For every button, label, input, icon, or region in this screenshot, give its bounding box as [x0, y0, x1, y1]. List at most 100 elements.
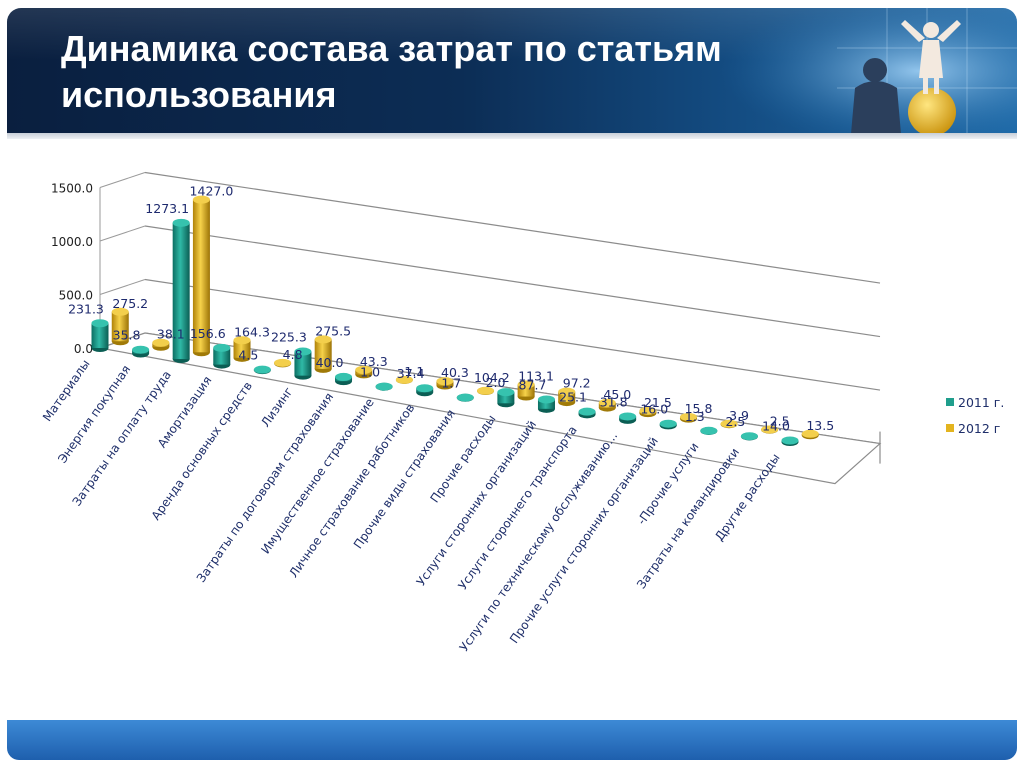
bar-top [253, 365, 271, 374]
data-label: 15.8 [685, 401, 713, 416]
bar [517, 380, 535, 401]
data-label: 16.0 [640, 402, 668, 417]
bar-body [558, 391, 576, 403]
data-label: 3.9 [729, 408, 749, 423]
title-divider [7, 133, 1017, 139]
bar [152, 338, 170, 351]
data-label: 25.1 [559, 390, 587, 405]
data-label: 13.5 [806, 418, 834, 433]
bar [416, 384, 434, 397]
bar-top [619, 412, 637, 421]
data-label: 31.8 [600, 394, 628, 409]
bar-top [598, 398, 616, 407]
bar-top [416, 384, 434, 393]
bar [700, 426, 718, 435]
bar-group [91, 195, 819, 446]
gridline [144, 278, 881, 391]
y-tick-label: 0.0 [74, 342, 93, 356]
legend-swatch [946, 398, 954, 406]
data-label: 1273.1 [145, 201, 189, 216]
data-label: 45.0 [603, 387, 631, 402]
data-label: 104.2 [474, 370, 510, 385]
gridline [144, 171, 881, 284]
data-label: 21.5 [644, 395, 672, 410]
data-label: 43.3 [360, 354, 388, 369]
bar-top [659, 419, 677, 428]
data-label: 40.0 [316, 355, 344, 370]
data-label: 1.3 [685, 409, 705, 424]
bar-top [132, 345, 150, 354]
bar-top [781, 436, 799, 445]
data-label: 87.7 [519, 377, 547, 392]
bar-top [436, 377, 454, 386]
bar [274, 358, 292, 368]
bar [294, 347, 312, 380]
bar [740, 432, 758, 441]
data-label: 38.1 [157, 327, 185, 342]
data-label: 1.1 [404, 364, 424, 379]
bar [233, 336, 251, 362]
bar-top [192, 195, 210, 204]
bar [639, 406, 657, 418]
bar-body [233, 340, 251, 358]
legend: 2011 г. 2012 г [946, 395, 1004, 436]
gridline-side [99, 172, 146, 188]
gridline-side [99, 225, 146, 242]
bar-body [91, 323, 109, 348]
bar [111, 307, 129, 346]
y-axis: 0.0 500.0 1000.0 1500.0 [51, 182, 93, 357]
legend-swatch [946, 424, 954, 432]
bar-top [395, 375, 413, 384]
bar-top [91, 319, 109, 328]
data-label: 40.3 [441, 365, 469, 380]
bar-top [375, 382, 393, 391]
bar [375, 382, 393, 391]
bar [578, 407, 596, 419]
bar [679, 412, 697, 423]
header-illustration [687, 8, 1017, 134]
bar-chart: 0.0 500.0 1000.0 1500.0 275.2 38.1 1427.0 164.… [40, 171, 1004, 654]
bar-body [111, 311, 129, 342]
bar-top [213, 343, 231, 352]
gridline [144, 225, 881, 338]
bar-top [314, 335, 332, 344]
legend-label: 2012 г [958, 421, 1000, 436]
data-label: 2.5 [725, 414, 745, 429]
bar [497, 388, 515, 408]
bar-top [456, 393, 474, 402]
footer-bar [7, 720, 1017, 760]
y-tick-label: 500.0 [59, 289, 93, 303]
data-label: 164.3 [234, 324, 270, 339]
data-label: 1.7 [441, 376, 461, 391]
bar-top [152, 338, 170, 347]
data-label: 2.5 [770, 413, 790, 428]
data-label: 1427.0 [190, 184, 234, 199]
bar [132, 345, 150, 358]
gridline-side [99, 279, 146, 295]
bar [335, 372, 353, 386]
bar-top [639, 406, 657, 415]
bar-top [720, 419, 738, 428]
bar [801, 429, 819, 440]
bar [537, 395, 555, 413]
bar-top [558, 387, 576, 396]
legend-label: 2011 г. [958, 395, 1004, 410]
bar-top [761, 425, 779, 434]
bar-body [294, 351, 312, 376]
data-label: 156.6 [190, 326, 226, 341]
bar [477, 386, 495, 396]
bar-top [517, 380, 535, 389]
bar [172, 218, 190, 364]
data-label: 275.5 [315, 323, 351, 338]
bar [659, 419, 677, 430]
bar [456, 393, 474, 402]
category-label: Лизинг [258, 385, 295, 430]
data-label: 275.2 [112, 296, 148, 311]
bar [558, 387, 576, 407]
bar-body [213, 347, 231, 365]
data-label: 113.1 [518, 368, 554, 383]
bar [619, 412, 637, 424]
bar-top [111, 307, 129, 316]
bar-top [172, 218, 190, 227]
data-label: 4.5 [238, 348, 258, 363]
